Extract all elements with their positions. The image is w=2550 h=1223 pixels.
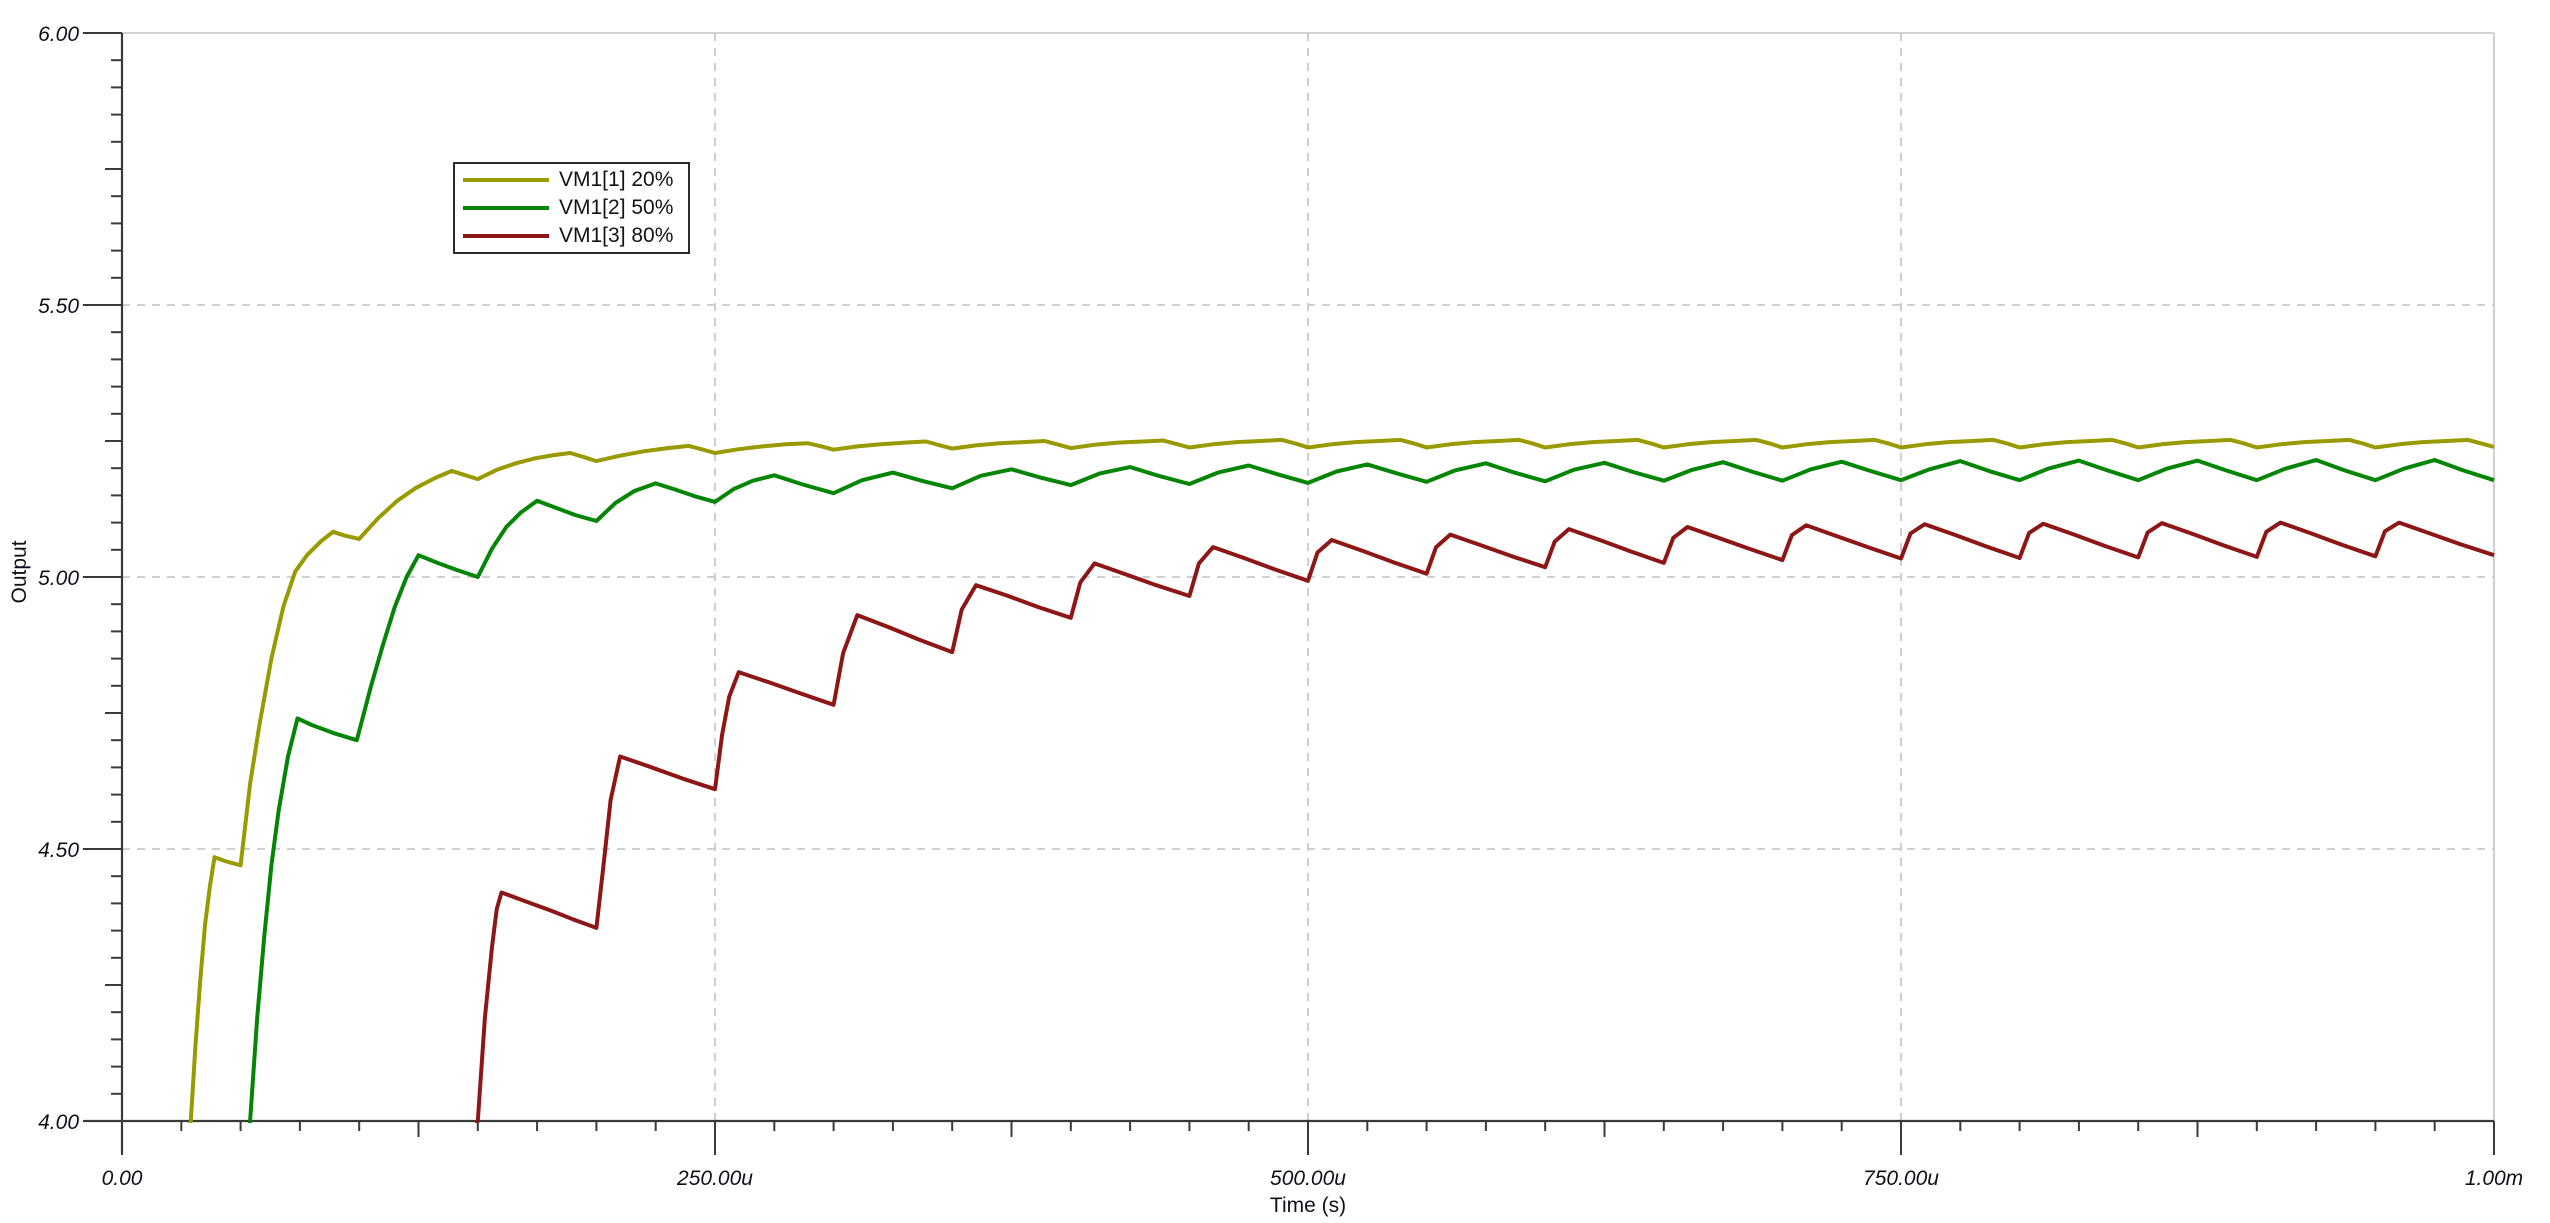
y-tick-label: 4.00 bbox=[38, 1111, 79, 1134]
legend-entry[interactable]: VM1[1] 20% bbox=[463, 167, 680, 192]
x-axis-title: Time (s) bbox=[1270, 1194, 1346, 1217]
legend-label: VM1[3] 80% bbox=[559, 223, 674, 247]
y-tick-label: 4.50 bbox=[38, 839, 79, 862]
legend-line-sample bbox=[463, 205, 549, 210]
y-tick-label: 5.00 bbox=[38, 567, 79, 590]
legend-label: VM1[1] 20% bbox=[559, 167, 674, 191]
series-line-3[interactable] bbox=[472, 520, 2495, 1138]
legend-line-sample bbox=[463, 233, 549, 238]
series-line-1[interactable] bbox=[187, 437, 2495, 1137]
series-line-2[interactable] bbox=[247, 458, 2495, 1137]
y-tick-label: 5.50 bbox=[38, 295, 79, 318]
x-tick-label: 500.00u bbox=[1270, 1167, 1346, 1190]
legend-entry[interactable]: VM1[3] 80% bbox=[463, 223, 680, 248]
legend[interactable]: VM1[1] 20% VM1[2] 50% VM1[3] 80% bbox=[453, 162, 690, 254]
x-tick-label: 250.00u bbox=[676, 1167, 753, 1190]
legend-entry[interactable]: VM1[2] 50% bbox=[463, 195, 680, 220]
x-tick-label: 0.00 bbox=[102, 1167, 143, 1190]
y-axis-title: Output bbox=[8, 540, 31, 603]
legend-label: VM1[2] 50% bbox=[559, 195, 674, 219]
x-tick-label: 1.00m bbox=[2465, 1167, 2523, 1190]
y-tick-label: 6.00 bbox=[38, 23, 79, 46]
legend-line-sample bbox=[463, 177, 549, 182]
x-tick-label: 750.00u bbox=[1863, 1167, 1939, 1190]
